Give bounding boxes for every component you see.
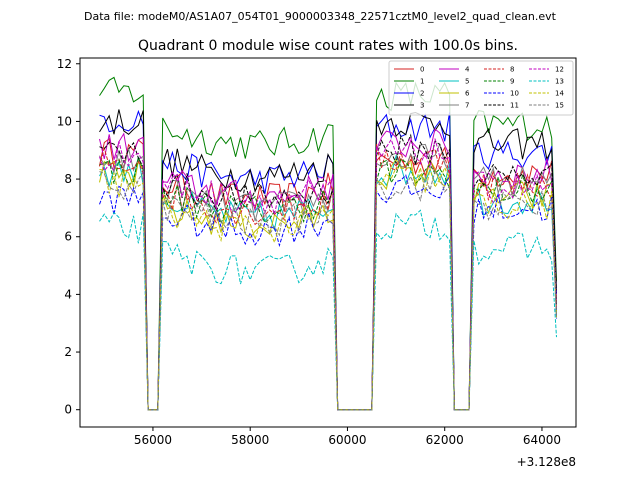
series-line-11 bbox=[99, 133, 557, 411]
series-line-10 bbox=[99, 174, 557, 411]
legend-label-10: 10 bbox=[510, 90, 519, 98]
legend-label-13: 13 bbox=[555, 78, 564, 86]
legend-label-14: 14 bbox=[555, 90, 564, 98]
axes-frame bbox=[79, 57, 577, 428]
series-line-7 bbox=[99, 142, 557, 411]
legend-label-0: 0 bbox=[420, 66, 424, 74]
legend-label-2: 2 bbox=[420, 90, 424, 98]
legend-box bbox=[388, 60, 574, 116]
legend-label-6: 6 bbox=[465, 90, 470, 98]
y-tick-label: 12 bbox=[57, 57, 72, 71]
legend-label-1: 1 bbox=[420, 78, 424, 86]
legend-label-11: 11 bbox=[510, 102, 519, 110]
legend-label-9: 9 bbox=[510, 78, 514, 86]
legend-label-5: 5 bbox=[465, 78, 469, 86]
series-line-14 bbox=[99, 165, 557, 411]
legend-label-8: 8 bbox=[510, 66, 514, 74]
x-tick-label: 58000 bbox=[231, 433, 269, 447]
series-line-12 bbox=[99, 136, 557, 411]
chart-title: Quadrant 0 module wise count rates with … bbox=[138, 38, 518, 54]
legend-label-7: 7 bbox=[465, 102, 469, 110]
series-line-4 bbox=[99, 128, 557, 411]
x-offset-label: +3.128e8 bbox=[517, 455, 576, 469]
series-line-13 bbox=[99, 209, 557, 411]
legend-label-12: 12 bbox=[555, 66, 564, 74]
y-tick-label: 6 bbox=[64, 230, 72, 244]
legend-label-15: 15 bbox=[555, 102, 564, 110]
series-line-15 bbox=[99, 169, 557, 411]
y-tick-label: 10 bbox=[57, 114, 72, 128]
y-tick-label: 8 bbox=[64, 172, 72, 186]
x-tick-label: 64000 bbox=[523, 433, 561, 447]
y-tick-label: 2 bbox=[64, 345, 72, 359]
x-tick-label: 56000 bbox=[134, 433, 172, 447]
legend-label-4: 4 bbox=[465, 66, 470, 74]
y-tick-label: 0 bbox=[64, 403, 72, 417]
y-tick-label: 4 bbox=[64, 287, 72, 301]
legend-label-3: 3 bbox=[420, 102, 424, 110]
series-layer bbox=[99, 76, 557, 411]
x-tick-label: 62000 bbox=[426, 433, 464, 447]
suptitle: Data file: modeM0/AS1A07_054T01_90000033… bbox=[84, 10, 557, 23]
x-tick-label: 60000 bbox=[328, 433, 366, 447]
series-line-8 bbox=[99, 143, 557, 411]
series-line-6 bbox=[99, 158, 557, 411]
series-line-3 bbox=[99, 109, 557, 411]
